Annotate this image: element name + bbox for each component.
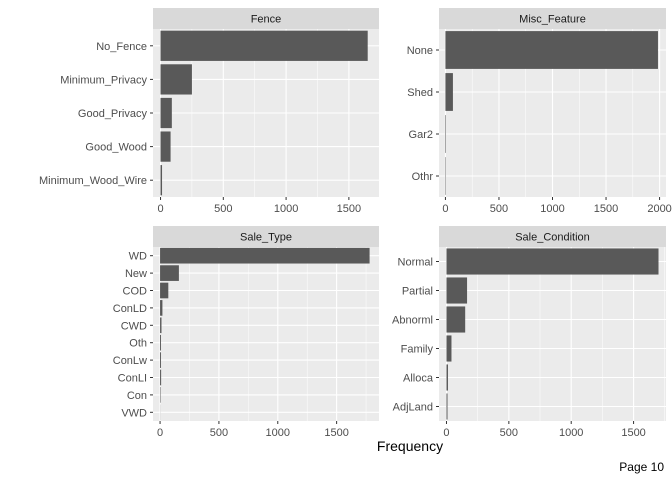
y-tick-label: Gar2 [409,129,433,141]
bar-ConLw [160,352,162,368]
y-tick-label: No_Fence [96,41,147,53]
page-number-label: Page 10 [619,460,664,474]
bar-WD [160,247,370,264]
bar-Family [446,335,452,362]
x-tick-label: 0 [442,203,448,215]
x-tick-label: 500 [490,203,508,215]
panel-title-3: Sale_Condition [515,232,590,244]
bar-Minimum_Wood_Wire [160,165,163,196]
y-tick-label: Othr [412,171,434,183]
x-tick-label: 1000 [274,203,298,215]
bar-CWD [160,317,162,334]
x-tick-label: 1500 [621,427,645,439]
panel-strip-0 [153,8,379,29]
y-tick-label: None [407,45,433,57]
y-tick-label: Partial [402,286,433,298]
bar-Good_Wood [160,131,171,162]
bar-Normal [446,248,659,275]
y-tick-label: New [125,268,147,280]
y-tick-label: ConLD [113,303,147,315]
bar-ConLD [160,300,163,316]
panel-title-1: Misc_Feature [519,14,586,26]
y-tick-label: Family [401,344,434,356]
y-tick-label: Normal [398,257,433,269]
y-tick-label: ConLI [118,373,147,385]
bar-Good_Privacy [160,97,172,129]
panel-title-2: Sale_Type [240,232,292,244]
x-tick-label: 2000 [647,203,671,215]
bar-Partial [446,277,468,304]
y-tick-label: Alloca [403,373,434,385]
y-tick-label: AdjLand [393,402,433,414]
x-tick-label: 0 [157,427,163,439]
x-tick-label: 1000 [540,203,564,215]
bar-None [445,31,658,69]
bar-AdjLand [446,393,448,420]
figure-x-axis-label: Frequency [376,438,444,454]
x-tick-label: 500 [210,427,228,439]
bar-COD [160,282,169,299]
y-tick-label: CWD [121,320,147,332]
y-tick-label: ConLw [113,355,147,367]
x-tick-label: 1500 [337,203,361,215]
panel-strip-2 [153,226,379,247]
bar-Abnorml [446,306,466,333]
panel-strip-3 [439,226,666,247]
bar-Oth [160,334,162,351]
x-tick-label: 0 [157,203,163,215]
bar-Shed [445,73,453,111]
y-tick-label: Shed [407,87,433,99]
x-tick-label: 1000 [559,427,583,439]
x-tick-label: 500 [500,427,518,439]
x-tick-label: 1500 [324,427,348,439]
bar-No_Fence [160,30,368,61]
panel-title-0: Fence [251,14,282,26]
y-tick-label: Minimum_Privacy [60,74,147,86]
x-tick-label: 500 [214,203,232,215]
y-tick-label: VWD [121,407,147,419]
bar-Alloca [446,364,448,391]
x-tick-label: 1000 [266,427,290,439]
y-tick-label: Good_Privacy [78,108,148,120]
bar-ConLI [160,369,162,386]
panel-strip-1 [439,8,666,29]
y-tick-label: WD [129,251,147,263]
bar-New [160,265,179,281]
y-tick-label: Abnorml [392,315,433,327]
x-tick-label: 0 [443,427,449,439]
x-tick-label: 1500 [594,203,618,215]
bar-Gar2 [445,115,446,153]
y-tick-label: COD [123,286,148,298]
y-tick-label: Oth [129,338,147,350]
panel-background-3 [439,247,666,421]
panel-background-2 [153,247,379,421]
y-tick-label: Good_Wood [85,142,147,154]
bar-Minimum_Privacy [160,64,192,95]
y-tick-label: Con [127,390,147,402]
y-tick-label: Minimum_Wood_Wire [39,175,147,187]
